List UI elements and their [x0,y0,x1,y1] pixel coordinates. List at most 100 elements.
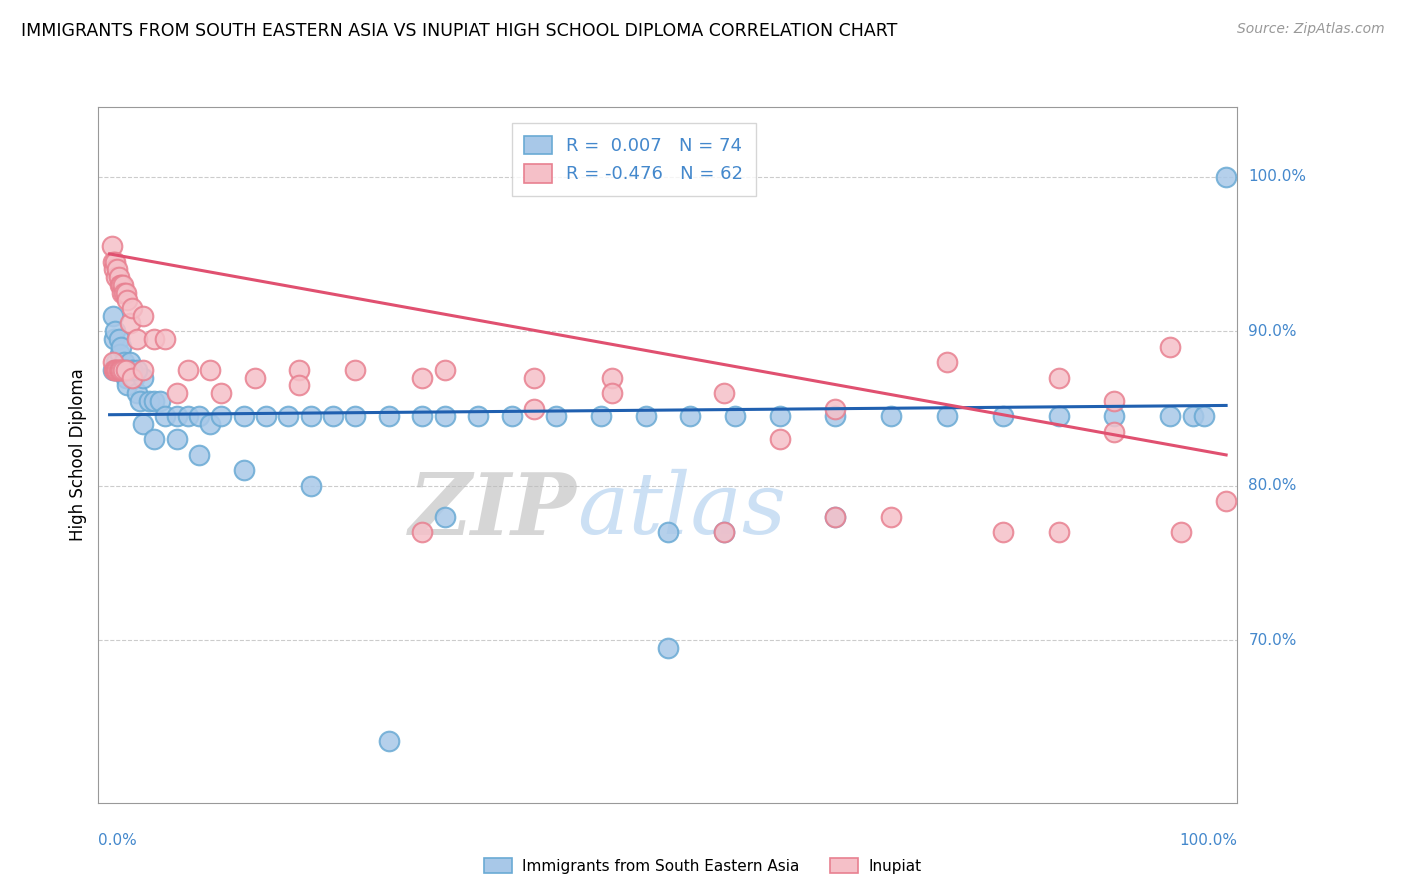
Text: Source: ZipAtlas.com: Source: ZipAtlas.com [1237,22,1385,37]
Point [107,363,129,377]
Point [107,363,129,377]
Point [880,509,903,524]
Y-axis label: High School Diploma: High School Diploma [69,368,87,541]
Point [101,254,124,268]
Text: 70.0%: 70.0% [1249,633,1296,648]
Point [600,370,623,384]
Point [101,355,124,369]
Point [713,525,735,540]
Point [101,309,124,323]
Point [115,363,138,377]
Point [232,409,254,424]
Point [155,332,177,346]
Point [1181,409,1204,424]
Point [322,409,344,424]
Point [101,363,124,377]
Point [344,363,367,377]
Point [768,433,790,447]
Point [523,401,546,416]
Point [299,479,322,493]
Point [433,409,456,424]
Point [824,509,846,524]
Point [117,378,139,392]
Point [127,386,149,401]
Point [232,463,254,477]
Point [187,409,209,424]
Point [824,409,846,424]
Point [117,293,139,308]
Point [209,409,232,424]
Legend: Immigrants from South Eastern Asia, Inupiat: Immigrants from South Eastern Asia, Inup… [478,852,928,880]
Point [657,525,679,540]
Point [377,734,399,748]
Point [143,332,166,346]
Point [411,409,433,424]
Point [277,409,299,424]
Point [991,525,1014,540]
Point [177,363,200,377]
Point [112,285,135,300]
Point [344,409,367,424]
Point [299,409,322,424]
Point [198,417,221,431]
Point [111,363,134,377]
Point [132,370,155,384]
Point [107,262,129,277]
Text: 100.0%: 100.0% [1180,833,1237,848]
Point [1215,169,1237,184]
Point [105,355,128,369]
Point [112,363,135,377]
Point [824,509,846,524]
Point [411,525,433,540]
Point [107,270,129,285]
Text: ZIP: ZIP [409,469,576,552]
Point [128,393,150,408]
Point [155,409,177,424]
Point [768,409,790,424]
Point [138,393,160,408]
Point [111,363,134,377]
Point [104,363,127,377]
Point [166,386,188,401]
Point [103,332,125,346]
Point [104,363,127,377]
Point [377,409,399,424]
Point [121,363,143,377]
Point [724,409,747,424]
Point [149,393,172,408]
Point [108,363,131,377]
Point [523,370,546,384]
Point [132,417,155,431]
Point [288,378,311,392]
Point [104,254,127,268]
Point [115,370,138,384]
Point [880,409,903,424]
Point [118,355,141,369]
Point [110,340,132,354]
Point [121,301,143,315]
Point [1047,370,1070,384]
Point [1170,525,1192,540]
Point [936,355,959,369]
Point [127,332,149,346]
Point [546,409,568,424]
Point [467,409,489,424]
Point [254,409,277,424]
Point [433,363,456,377]
Point [1104,409,1126,424]
Point [1159,340,1181,354]
Point [679,409,702,424]
Text: 100.0%: 100.0% [1249,169,1306,184]
Point [433,509,456,524]
Point [117,363,139,377]
Point [143,393,166,408]
Point [1047,409,1070,424]
Point [1104,393,1126,408]
Point [1047,525,1070,540]
Point [122,370,145,384]
Point [288,363,311,377]
Point [110,363,132,377]
Point [1192,409,1215,424]
Point [657,641,679,656]
Point [107,363,129,377]
